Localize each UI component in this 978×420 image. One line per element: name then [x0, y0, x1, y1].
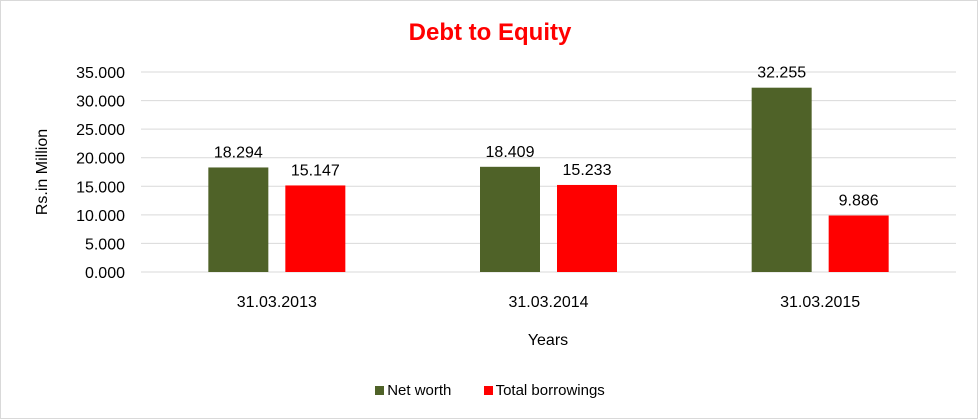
data-label: 18.294 — [214, 144, 263, 161]
y-tick-label: 0.000 — [85, 265, 125, 282]
legend-swatch — [483, 386, 493, 395]
legend: Net worth Total borrowings — [1, 382, 978, 399]
y-tick-label: 10.000 — [76, 208, 125, 225]
chart-title: Debt to Equity — [408, 19, 572, 46]
y-tick-label: 30.000 — [76, 94, 125, 111]
bar-total-borrowings — [828, 215, 889, 272]
y-axis-title: Rs.in Million — [34, 129, 51, 215]
bar-net-worth — [751, 87, 812, 272]
y-tick-label: 15.000 — [76, 179, 125, 196]
y-tick-label: 35.000 — [76, 65, 125, 82]
x-tick-label: 31.03.2014 — [508, 294, 588, 311]
legend-item-net-worth: Net worth — [375, 382, 451, 399]
data-label: 32.255 — [757, 65, 806, 82]
bar-total-borrowings — [557, 184, 617, 272]
data-label: 18.409 — [486, 144, 535, 161]
bar-total-borrowings — [285, 185, 346, 272]
data-label: 15.147 — [291, 162, 340, 179]
y-tick-label: 25.000 — [76, 122, 125, 139]
legend-label: Total borrowings — [495, 382, 605, 399]
legend-label: Net worth — [387, 382, 452, 399]
data-label: 15.233 — [563, 162, 612, 179]
x-axis-title: Years — [528, 332, 568, 349]
legend-item-total-borrowings: Total borrowings — [483, 382, 605, 399]
x-tick-label: 31.03.2015 — [780, 294, 860, 311]
legend-swatch — [375, 386, 385, 395]
y-tick-label: 5.000 — [85, 236, 125, 253]
y-tick-label: 20.000 — [76, 151, 125, 168]
bar-net-worth — [208, 167, 269, 272]
x-tick-label: 31.03.2013 — [237, 294, 317, 311]
data-label: 9.886 — [839, 193, 879, 210]
bar-net-worth — [480, 166, 540, 272]
